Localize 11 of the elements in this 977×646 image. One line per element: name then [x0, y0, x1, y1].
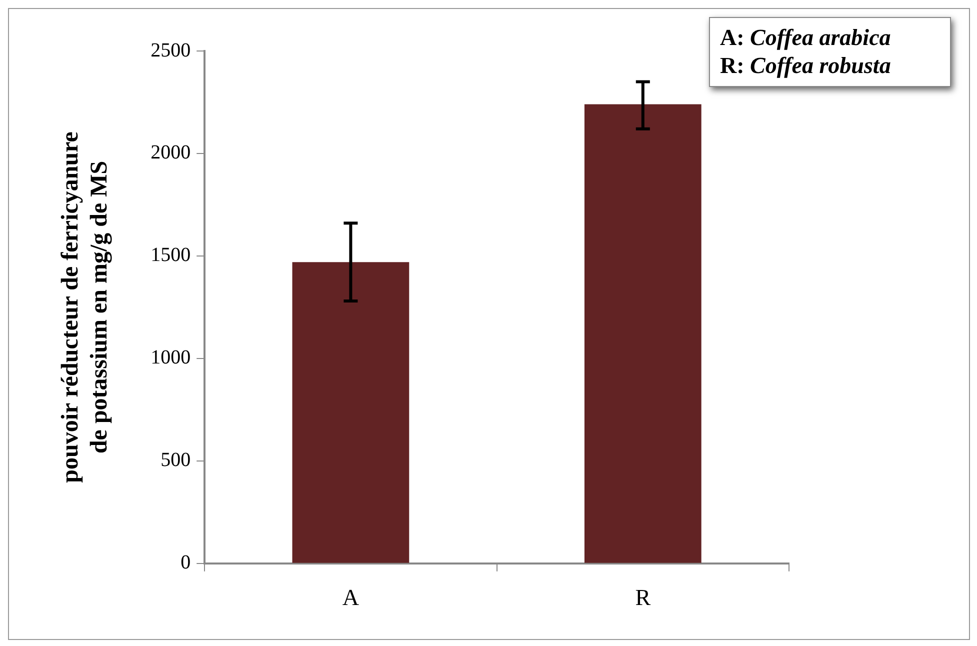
y-tick-label: 2500 — [150, 39, 191, 62]
x-tick-label: R — [635, 585, 652, 610]
y-axis-title: pouvoir réducteur de ferricyanure de potassium en mg/g de MS — [58, 131, 112, 483]
note-box: A: Coffea arabica R: Coffea robusta — [709, 17, 951, 87]
y-tick-label: 1500 — [150, 244, 191, 266]
y-tick-label: 2000 — [150, 142, 191, 164]
y-tick-label: 1000 — [150, 346, 191, 369]
y-tick-label: 0 — [180, 552, 191, 574]
y-tick-label: 500 — [160, 449, 191, 472]
annotation: R: Coffea robusta — [720, 52, 892, 80]
x-tick-label: A — [342, 585, 360, 610]
